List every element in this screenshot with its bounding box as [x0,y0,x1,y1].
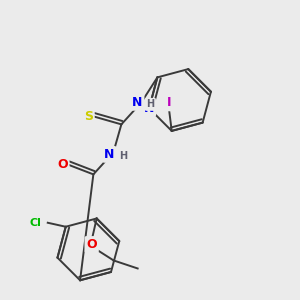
Text: I: I [167,96,171,110]
Text: N: N [104,148,115,161]
Text: S: S [84,110,93,123]
Text: N: N [144,102,154,115]
Text: H: H [146,99,154,110]
Text: H: H [119,152,128,161]
Text: N: N [132,96,142,109]
Text: O: O [57,158,68,171]
Text: Cl: Cl [30,218,42,228]
Text: O: O [86,238,97,251]
